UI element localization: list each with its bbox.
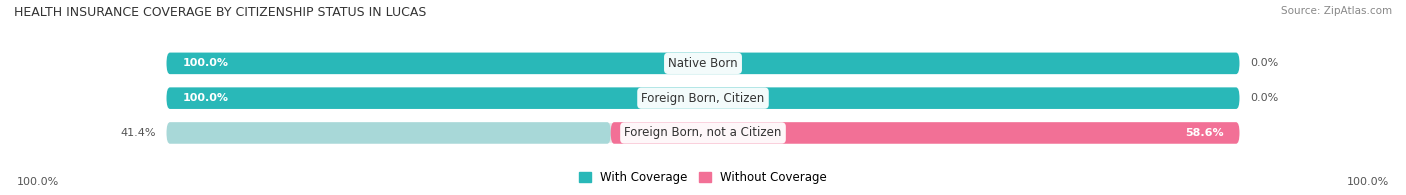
Text: 100.0%: 100.0% bbox=[183, 93, 229, 103]
Text: 58.6%: 58.6% bbox=[1185, 128, 1223, 138]
Text: Foreign Born, Citizen: Foreign Born, Citizen bbox=[641, 92, 765, 105]
Text: 100.0%: 100.0% bbox=[17, 177, 59, 187]
FancyBboxPatch shape bbox=[166, 87, 1240, 109]
Text: Foreign Born, not a Citizen: Foreign Born, not a Citizen bbox=[624, 127, 782, 139]
Legend: With Coverage, Without Coverage: With Coverage, Without Coverage bbox=[574, 167, 832, 189]
FancyBboxPatch shape bbox=[166, 87, 1240, 109]
Text: 41.4%: 41.4% bbox=[121, 128, 156, 138]
Text: 0.0%: 0.0% bbox=[1250, 93, 1278, 103]
Text: Source: ZipAtlas.com: Source: ZipAtlas.com bbox=[1281, 6, 1392, 16]
FancyBboxPatch shape bbox=[610, 122, 1240, 144]
FancyBboxPatch shape bbox=[166, 53, 1240, 74]
Text: 0.0%: 0.0% bbox=[1250, 58, 1278, 68]
FancyBboxPatch shape bbox=[166, 122, 1240, 144]
FancyBboxPatch shape bbox=[166, 122, 610, 144]
Text: Native Born: Native Born bbox=[668, 57, 738, 70]
Text: HEALTH INSURANCE COVERAGE BY CITIZENSHIP STATUS IN LUCAS: HEALTH INSURANCE COVERAGE BY CITIZENSHIP… bbox=[14, 6, 426, 19]
FancyBboxPatch shape bbox=[166, 53, 1240, 74]
Text: 100.0%: 100.0% bbox=[183, 58, 229, 68]
Text: 100.0%: 100.0% bbox=[1347, 177, 1389, 187]
